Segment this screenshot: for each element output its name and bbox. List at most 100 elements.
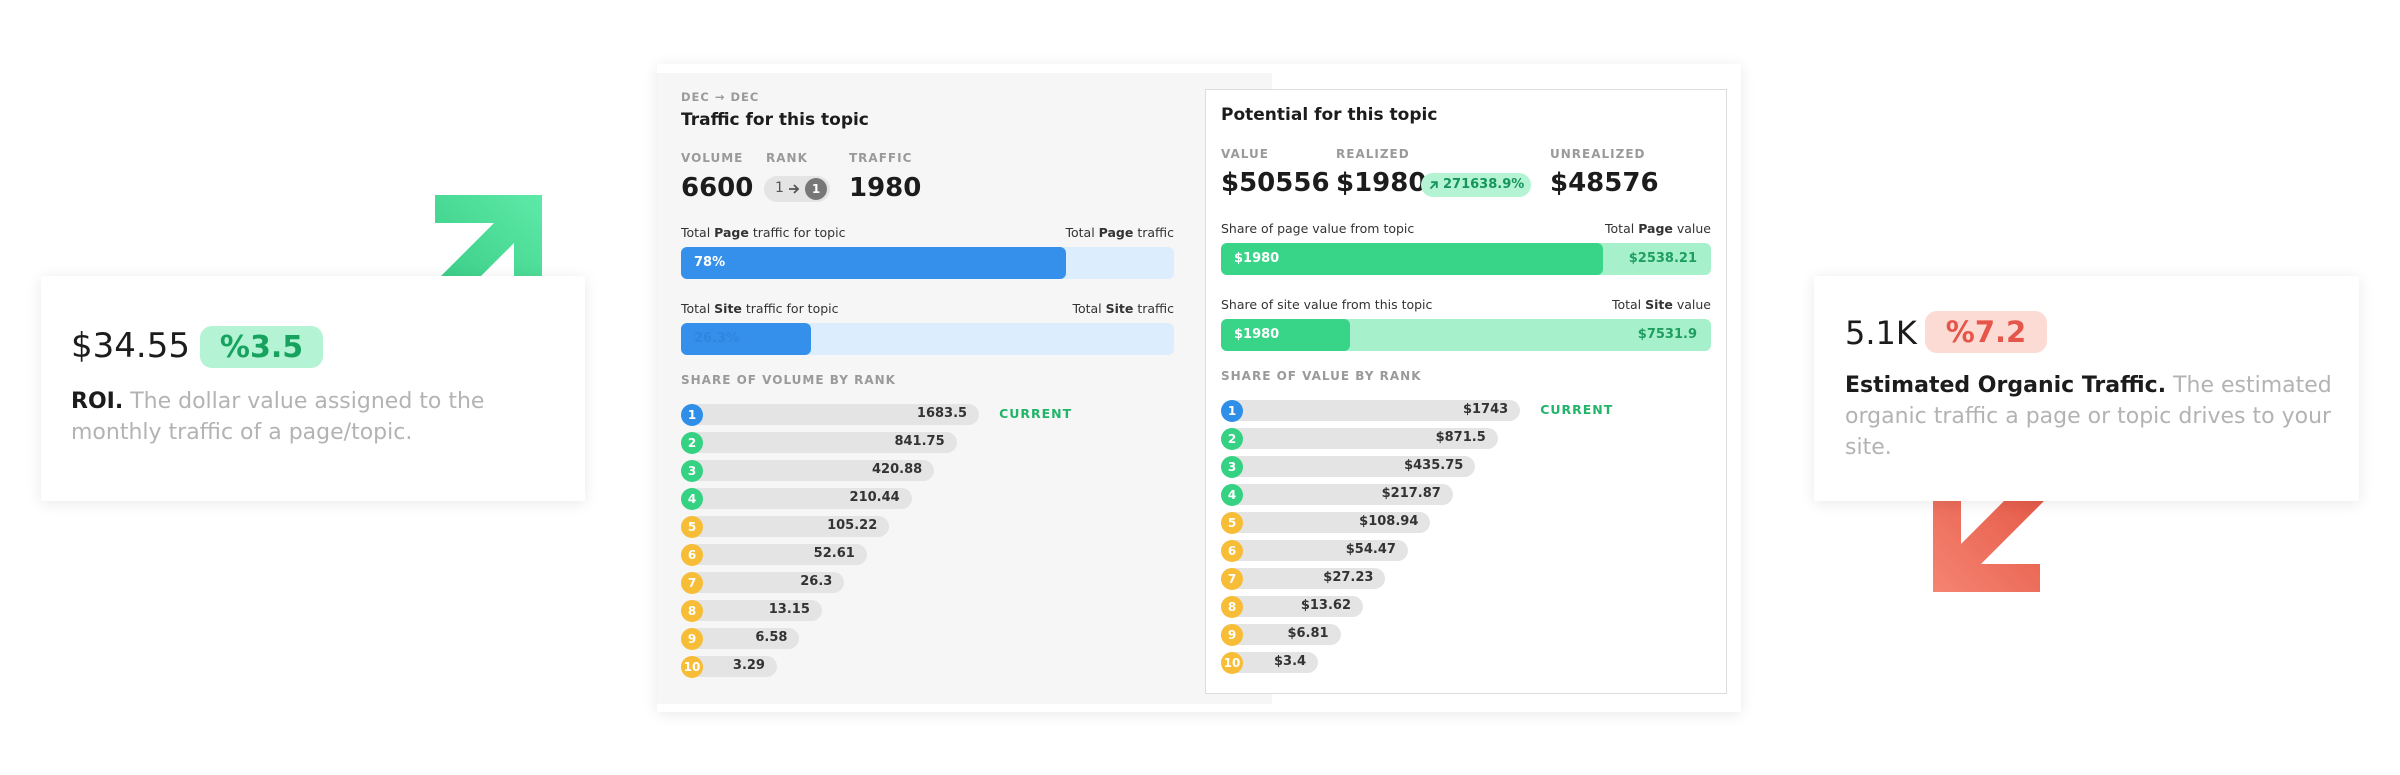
rank-value: $217.87 xyxy=(1381,486,1441,501)
bar-total-label-part: Page xyxy=(1638,221,1673,236)
rank-badge: 2 xyxy=(681,431,703,454)
rank-value: 26.3 xyxy=(800,574,833,589)
roi-value: $34.55 xyxy=(71,326,190,366)
bar-label-part: Site xyxy=(714,301,742,316)
rank-badge: 9 xyxy=(681,627,703,650)
rank-value: $3.4 xyxy=(1273,654,1307,669)
bar-total-label-part: Page xyxy=(1098,225,1134,240)
rank-bar xyxy=(681,628,800,649)
roi-badge: %3.5 xyxy=(200,326,323,368)
bar-total-label-part: Total xyxy=(1605,221,1639,236)
bar-total-label-part: value xyxy=(1672,221,1711,236)
bar-total-value: $7531.9 xyxy=(1637,327,1697,342)
bar-label-part: Total xyxy=(681,225,715,240)
bar-value-label: $1980 xyxy=(1234,251,1280,266)
current-tag: CURRENT xyxy=(1540,402,1614,417)
traffic-value: 5.1K xyxy=(1845,314,1917,352)
rank-to: 1 xyxy=(805,178,827,200)
rank-bar xyxy=(681,600,822,621)
current-tag: CURRENT xyxy=(999,406,1073,421)
roi-card: $34.55 %3.5 ROI. The dollar value assign… xyxy=(41,276,585,501)
rank-bar xyxy=(1221,596,1363,617)
rank-bar xyxy=(681,544,867,565)
bar-label: Total Site traffic for topic xyxy=(681,301,839,316)
bar-value-label: $1980 xyxy=(1234,327,1280,342)
rank-bar xyxy=(1221,624,1341,645)
rank-badge: 2 xyxy=(1221,427,1243,450)
traffic-description: The estimated organic traffic a page or … xyxy=(1845,373,2332,460)
bar-fill xyxy=(681,247,1066,279)
rank-bar xyxy=(1221,512,1431,533)
stat-value: 6600 xyxy=(681,173,754,203)
stat-label: TRAFFIC xyxy=(849,151,913,165)
rank-badge: 6 xyxy=(1221,539,1243,562)
bar-total-label-part: Total xyxy=(1065,225,1099,240)
panel-title: Traffic for this topic xyxy=(681,110,869,130)
bar-value-label: 78% xyxy=(694,255,726,270)
rank-badge: 3 xyxy=(681,459,703,482)
stat-label: RANK xyxy=(766,151,808,165)
traffic-badge: %7.2 xyxy=(1925,311,2047,353)
bar-total-label: Total Page value xyxy=(1605,221,1711,236)
bar-label-part: traffic for topic xyxy=(748,225,846,240)
rank-bar xyxy=(1221,400,1521,421)
bar-total-label: Total Page traffic xyxy=(1066,225,1175,240)
traffic-card: 5.1K %7.2 Estimated Organic Traffic. The… xyxy=(1814,276,2359,501)
rank-arrow xyxy=(789,184,800,194)
rank-bar xyxy=(1221,456,1476,477)
rank-bar xyxy=(1221,540,1408,561)
stat-label: REALIZED xyxy=(1336,147,1410,161)
rank-value: 13.15 xyxy=(768,602,810,617)
roi-text: ROI. The dollar value assigned to the mo… xyxy=(71,386,541,448)
rank-bar xyxy=(681,516,890,537)
rank-bar xyxy=(1221,428,1498,449)
stat-value: $1980 xyxy=(1336,168,1427,198)
rank-badge: 6 xyxy=(681,543,703,566)
stat-label: VOLUME xyxy=(681,151,744,165)
rank-value: $54.47 xyxy=(1345,542,1396,557)
rank-value: $13.62 xyxy=(1300,598,1352,613)
roi-description: The dollar value assigned to the monthly… xyxy=(71,389,485,445)
rank-badge: 7 xyxy=(1221,567,1243,590)
bar-total-label: Total Site value xyxy=(1612,297,1711,312)
rank-badge: 1 xyxy=(681,403,703,426)
rank-badge: 9 xyxy=(1221,623,1243,646)
rank-title: SHARE OF VALUE BY RANK xyxy=(1221,369,1422,383)
bar-label: Share of page value from topic xyxy=(1221,221,1414,236)
bar-total-label: Total Site traffic xyxy=(1072,301,1174,316)
rank-bar xyxy=(681,656,777,677)
rank-badge: 4 xyxy=(681,487,703,510)
rank-bar xyxy=(681,488,912,509)
rank-value: $108.94 xyxy=(1359,514,1419,529)
traffic-panel xyxy=(657,73,1272,704)
stat-value: $48576 xyxy=(1550,168,1659,198)
rank-badge: 8 xyxy=(1221,595,1243,618)
rank-badge: 3 xyxy=(1221,455,1243,478)
bar-label-part: Share of site value from this topic xyxy=(1221,297,1433,312)
rank-bar xyxy=(681,404,980,425)
rank-value: $435.75 xyxy=(1404,458,1464,473)
bar-label-part: Page xyxy=(714,225,749,240)
rank-bar xyxy=(681,432,957,453)
rank-badge: 10 xyxy=(681,655,703,678)
bar-fill xyxy=(1221,243,1604,275)
stat-label: VALUE xyxy=(1221,147,1269,161)
rank-value: 841.75 xyxy=(894,434,945,449)
bar-label-part: traffic for topic xyxy=(741,301,839,316)
bar-total-label-part: Total xyxy=(1072,301,1106,316)
bar-label-part: Share of page value from topic xyxy=(1221,221,1415,236)
bar-label-part: Total xyxy=(681,301,715,316)
rank-bar xyxy=(1221,484,1453,505)
realized-badge-arrow xyxy=(1429,181,1438,190)
rank-value: $1743 xyxy=(1462,402,1509,417)
rank-badge: 4 xyxy=(1221,483,1243,506)
rank-badge: 1 xyxy=(1221,399,1243,422)
bar-total-label-part: value xyxy=(1672,297,1711,312)
panel-title: Potential for this topic xyxy=(1221,105,1438,125)
rank-value: $6.81 xyxy=(1287,626,1329,641)
bar-total-label-part: Site xyxy=(1645,297,1673,312)
rank-badge: 5 xyxy=(681,515,703,538)
rank-value: $871.5 xyxy=(1435,430,1486,445)
rank-from: 1 xyxy=(775,180,784,196)
